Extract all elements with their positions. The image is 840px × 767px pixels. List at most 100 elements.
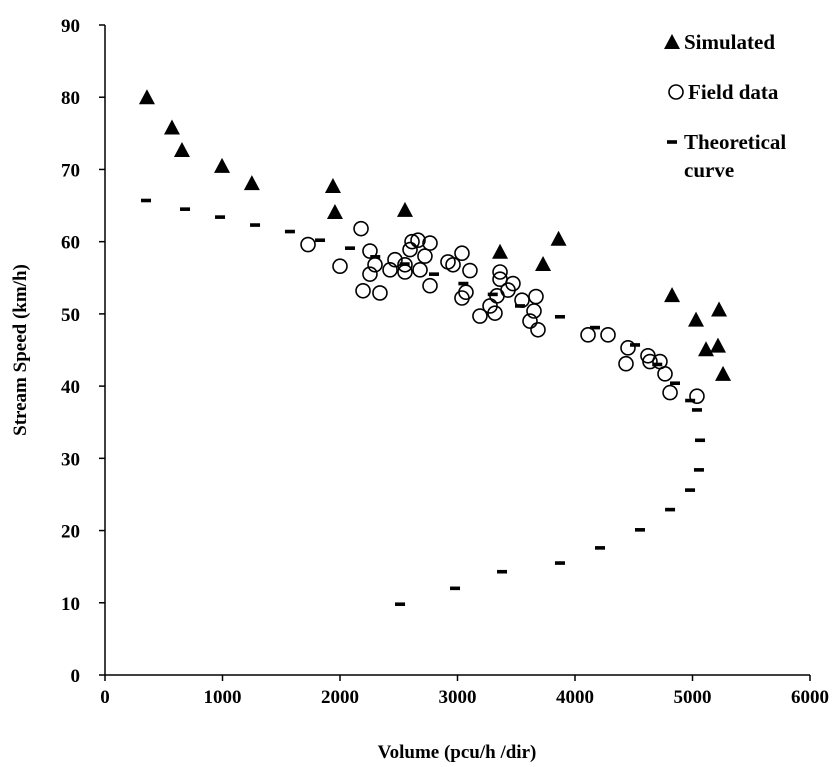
theory-dash xyxy=(630,343,641,347)
theory-dash xyxy=(141,198,152,203)
simulated-point xyxy=(535,256,552,272)
field-point xyxy=(412,262,428,278)
simulated-point xyxy=(715,365,732,381)
field-point xyxy=(462,262,478,279)
field-point xyxy=(372,285,388,301)
field-point xyxy=(454,245,470,262)
field-point xyxy=(300,236,316,253)
legend-label: Theoretical curve xyxy=(684,130,787,182)
field-point xyxy=(397,256,413,273)
field-point xyxy=(472,308,488,324)
simulated-point xyxy=(214,157,231,173)
theory-dash xyxy=(693,468,704,472)
y-tick-label: 0 xyxy=(71,666,81,687)
legend-marker xyxy=(667,140,677,144)
field-point xyxy=(580,327,596,343)
theory-dash xyxy=(685,398,696,403)
theory-dash xyxy=(669,381,680,386)
legend-marker xyxy=(668,84,684,100)
legend-marker xyxy=(664,34,680,49)
theory-dash xyxy=(315,238,326,243)
x-tick-label: 4000 xyxy=(556,687,594,708)
field-point xyxy=(422,277,438,294)
simulated-point xyxy=(492,243,509,259)
simulated-point xyxy=(243,175,260,191)
theory-dash xyxy=(429,272,439,276)
theory-dash xyxy=(515,304,526,308)
simulated-point xyxy=(688,311,705,327)
theory-dash xyxy=(284,229,295,234)
simulated-point xyxy=(709,337,726,353)
y-tick-label: 40 xyxy=(61,377,80,398)
field-point xyxy=(422,235,438,251)
legend-label: Field data xyxy=(688,80,779,104)
simulated-point xyxy=(324,178,341,194)
field-point xyxy=(528,288,544,305)
theory-dash xyxy=(399,262,410,266)
y-tick-label: 70 xyxy=(61,160,80,181)
y-axis-label: Stream Speed (km/h) xyxy=(10,264,31,436)
x-axis-label: Volume (pcu/h /dir) xyxy=(378,742,537,763)
y-tick-label: 60 xyxy=(61,233,80,254)
theory-dash xyxy=(395,602,406,607)
simulated-point xyxy=(550,230,567,246)
y-tick-label: 50 xyxy=(61,305,80,326)
field-point xyxy=(642,353,658,370)
field-point xyxy=(522,313,538,329)
y-tick-label: 90 xyxy=(61,16,80,37)
field-point xyxy=(618,355,634,372)
simulated-point xyxy=(698,341,715,357)
x-tick-label: 2000 xyxy=(321,687,359,708)
field-point xyxy=(353,220,369,237)
x-tick-label: 3000 xyxy=(439,687,477,708)
theory-dash xyxy=(554,314,565,319)
field-point xyxy=(689,388,705,405)
theory-dash xyxy=(695,438,706,443)
x-tick-label: 1000 xyxy=(204,687,242,708)
theory-dash xyxy=(685,488,696,492)
field-point xyxy=(445,256,461,273)
theory-dash xyxy=(589,325,600,330)
theory-dash xyxy=(215,215,226,219)
theory-dash xyxy=(450,586,461,591)
theory-dash xyxy=(634,528,645,532)
y-tick-label: 10 xyxy=(61,594,80,615)
simulated-point xyxy=(664,287,681,303)
field-point xyxy=(404,233,420,250)
x-tick-label: 5000 xyxy=(674,687,712,708)
field-point xyxy=(600,327,616,343)
field-point xyxy=(620,340,636,356)
theory-dash xyxy=(652,362,663,367)
field-point xyxy=(402,241,418,258)
field-point xyxy=(355,282,371,299)
y-tick-label: 80 xyxy=(61,88,80,109)
theory-dash xyxy=(595,546,606,550)
legend-label: Simulated xyxy=(684,30,776,54)
simulated-point xyxy=(711,301,728,317)
theory-dash xyxy=(691,408,702,412)
simulated-point xyxy=(163,119,180,135)
theory-dash xyxy=(180,207,191,211)
theory-dash xyxy=(665,507,676,512)
theory-dash xyxy=(497,569,508,574)
simulated-point xyxy=(173,141,190,157)
field-point xyxy=(492,264,508,280)
theory-dash xyxy=(554,561,565,565)
simulated-point xyxy=(138,89,155,105)
field-point xyxy=(505,275,521,292)
field-point xyxy=(530,321,546,338)
field-point xyxy=(417,248,433,264)
field-point xyxy=(387,251,403,268)
field-point xyxy=(332,258,348,275)
y-tick-label: 20 xyxy=(61,522,80,543)
field-point xyxy=(362,243,378,259)
theory-dash xyxy=(487,292,498,297)
field-point xyxy=(487,305,503,321)
field-point xyxy=(382,262,398,278)
theory-dash xyxy=(250,223,261,227)
x-tick-label: 0 xyxy=(100,687,110,708)
theory-dash xyxy=(370,255,381,259)
simulated-point xyxy=(396,201,413,217)
